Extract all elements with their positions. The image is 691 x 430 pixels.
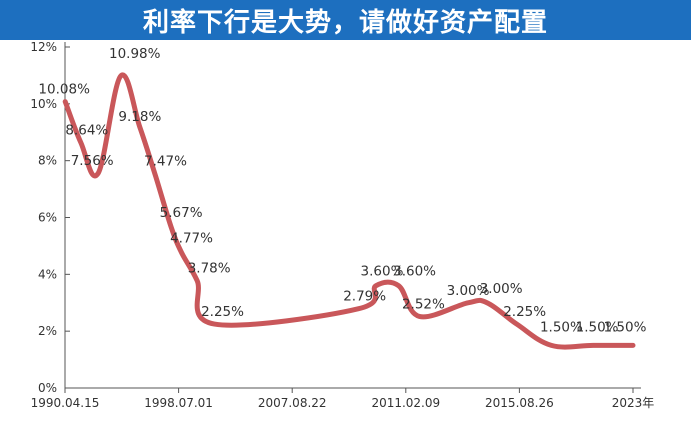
data-label: 4.77%: [170, 230, 213, 246]
y-tick-label: 4%: [38, 267, 57, 281]
data-label: 5.67%: [160, 205, 203, 221]
data-label: 3.60%: [393, 264, 436, 280]
data-label: 10.08%: [38, 82, 90, 98]
data-label: 8.64%: [65, 122, 108, 138]
y-tick-label: 12%: [30, 40, 57, 54]
data-label: 2.25%: [201, 304, 244, 320]
x-tick-label: 2007.08.22: [258, 396, 327, 410]
series-line-group: [62, 72, 636, 350]
data-label: 3.00%: [480, 281, 523, 297]
x-tick-label: 2023年: [612, 396, 655, 410]
tick-labels: 0% 2% 4% 6% 8% 10% 12% 1990.04.15 1998.07.01 2007…: [30, 40, 654, 410]
data-label: 9.18%: [118, 109, 161, 125]
y-tick-label: 8%: [38, 154, 57, 168]
data-label: 7.56%: [71, 153, 114, 169]
data-label: 2.79%: [343, 289, 386, 305]
data-label: 3.60%: [361, 264, 404, 280]
data-label: 3.78%: [188, 261, 231, 277]
axes: [64, 42, 641, 393]
x-tick-label: 2011.02.09: [371, 396, 440, 410]
data-label: 10.98%: [109, 46, 161, 62]
data-label: 1.50%: [540, 319, 583, 335]
interest-rate-line: [62, 72, 636, 350]
data-label: 1.50%: [604, 319, 647, 335]
chart-title: 利率下行是大势，请做好资产配置: [142, 7, 548, 38]
y-tick-label: 2%: [38, 324, 57, 338]
y-tick-label: 0%: [38, 381, 57, 395]
y-tick-label: 10%: [30, 97, 57, 111]
data-label: 7.47%: [144, 154, 187, 170]
data-label: 2.52%: [402, 296, 445, 312]
data-labels: 10.08% 8.64% 7.56% 10.98% 9.18% 7.47% 5.67% 4.7…: [38, 46, 646, 335]
x-tick-label: 1990.04.15: [31, 396, 100, 410]
data-label: 2.25%: [503, 304, 546, 320]
y-tick-label: 6%: [38, 211, 57, 225]
data-label: 1.50%: [576, 319, 619, 335]
x-tick-label: 2015.08.26: [485, 396, 554, 410]
title-banner: 利率下行是大势，请做好资产配置: [0, 0, 691, 40]
data-label: 3.00%: [447, 283, 490, 299]
x-tick-label: 1998.07.01: [144, 396, 213, 410]
